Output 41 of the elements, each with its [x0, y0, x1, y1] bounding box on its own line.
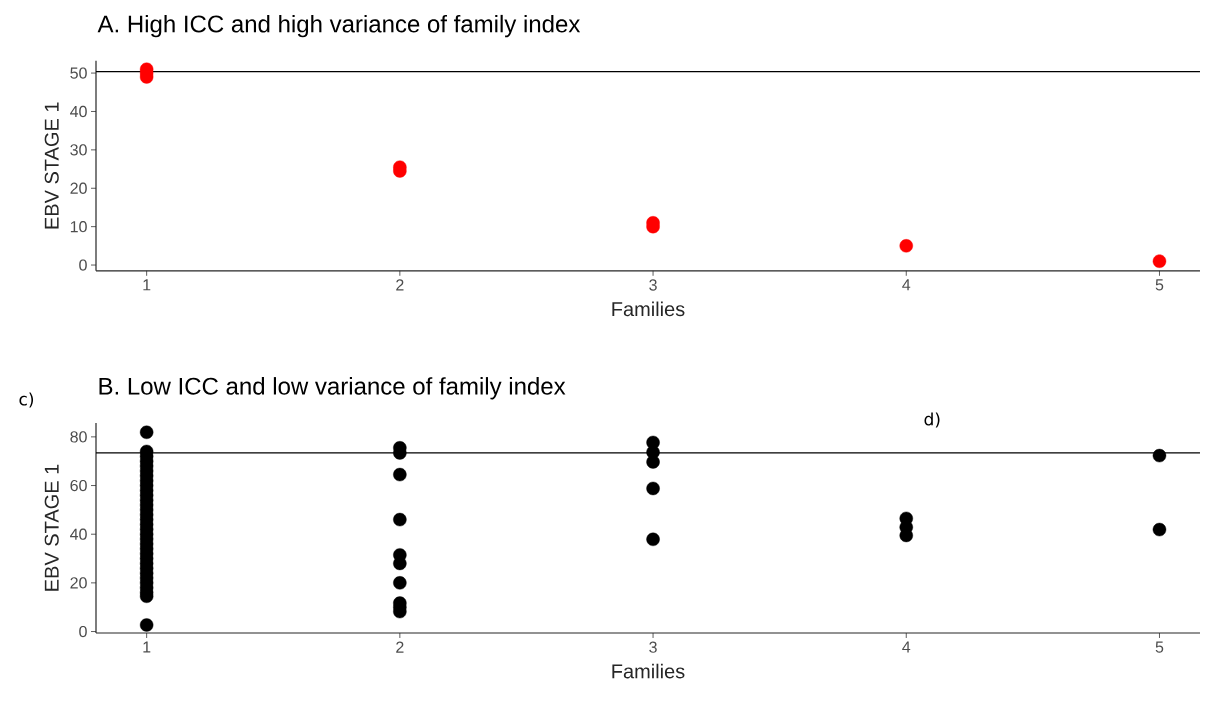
y-tick-label: 20: [70, 577, 87, 589]
x-axis-title: Families: [612, 301, 685, 317]
point: [393, 467, 407, 482]
x-tick-label: 2: [396, 641, 404, 653]
y-tick-label: 20: [70, 182, 87, 194]
point: [899, 239, 913, 253]
point: [139, 425, 154, 439]
annotation: d): [924, 412, 940, 428]
x-tick-label: 1: [143, 279, 151, 291]
y-tick-label: 60: [70, 479, 87, 492]
point: [393, 512, 407, 527]
y-tick-label: 40: [70, 528, 87, 540]
point: [646, 455, 660, 469]
chart-title: A. High ICC and high variance of family index: [97, 14, 581, 38]
y-tick-label: 30: [70, 144, 87, 156]
x-tick-label: 1: [143, 641, 151, 653]
x-tick-label: 3: [649, 641, 657, 653]
y-tick-label: 40: [70, 105, 87, 118]
x-tick-label: 4: [902, 279, 911, 291]
x-tick-label: 4: [902, 641, 911, 653]
x-axis-title: Families: [612, 663, 685, 679]
point: [1152, 448, 1167, 463]
x-tick-label: 2: [396, 279, 404, 291]
point: [393, 576, 407, 590]
x-tick-label: 5: [1155, 641, 1164, 653]
y-tick-label: 10: [70, 220, 87, 233]
point: [646, 532, 660, 547]
point: [646, 481, 660, 496]
text: c): [19, 392, 34, 408]
point: [1152, 254, 1167, 268]
y-tick-label: 0: [79, 259, 87, 271]
point: [1152, 522, 1167, 537]
y-tick-label: 0: [79, 625, 87, 638]
chart-title: B. Low ICC and low variance of family index: [99, 377, 566, 400]
y-tick-label: 80: [70, 431, 87, 443]
y-axis-title: EBV STAGE 1: [44, 102, 59, 229]
point: [139, 618, 154, 632]
x-tick-label: 3: [649, 279, 657, 291]
y-axis-title: EBV STAGE 1: [44, 464, 59, 591]
x-tick-label: 5: [1155, 279, 1164, 291]
y-tick-label: 50: [70, 67, 87, 79]
